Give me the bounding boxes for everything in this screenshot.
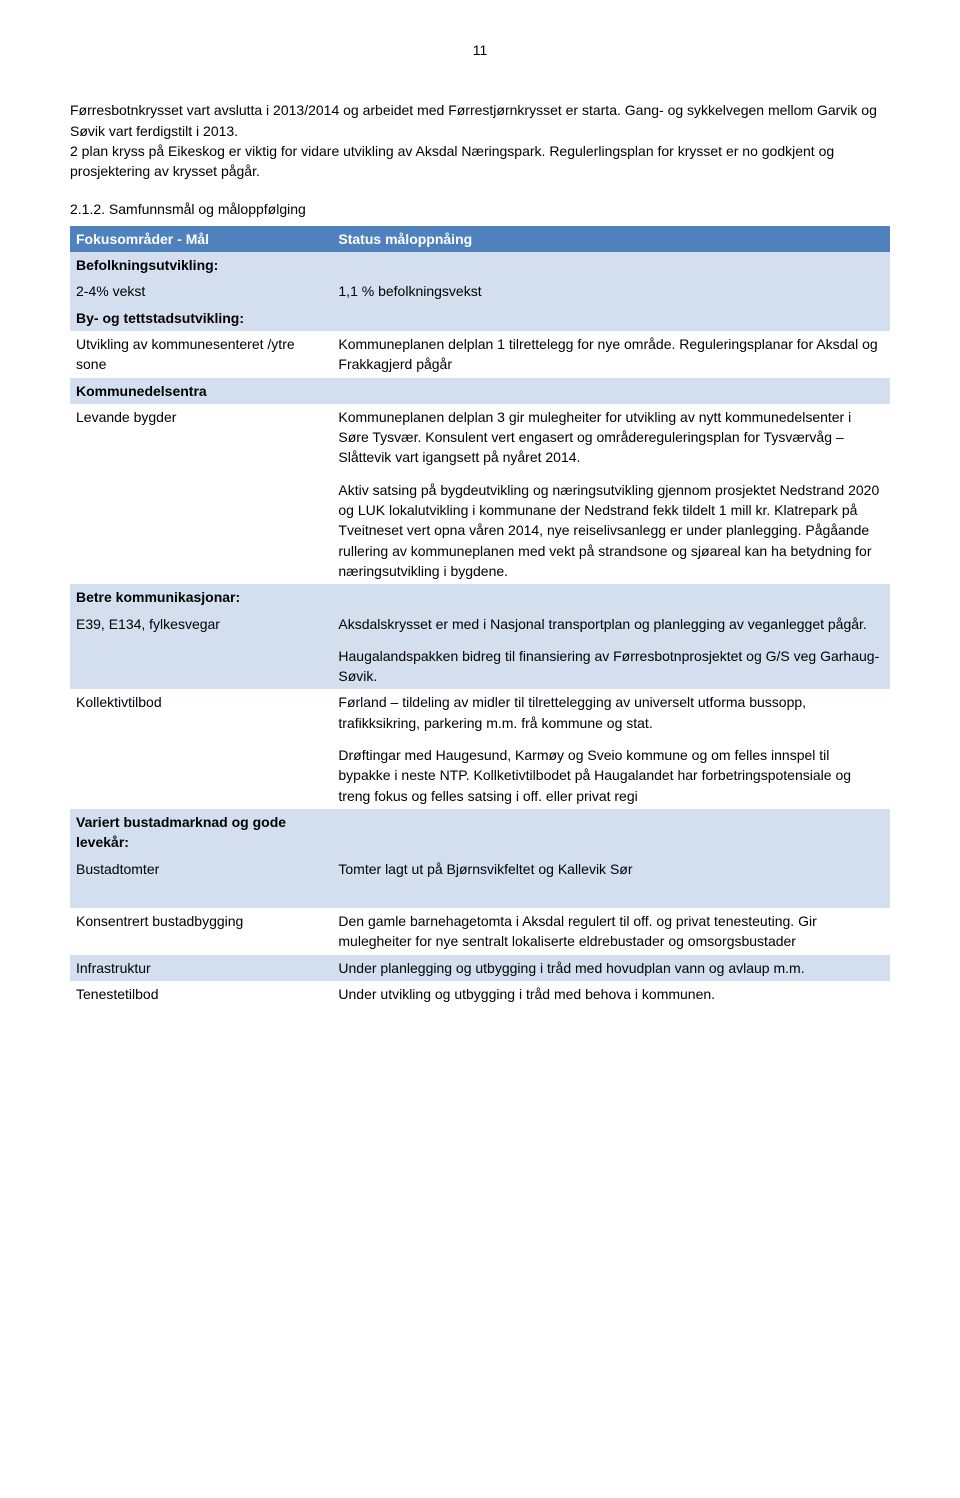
section-heading: 2.1.2. Samfunnsmål og måloppfølging: [70, 199, 890, 219]
table-cell-right: Kommuneplanen delplan 1 tilrettelegg for…: [332, 331, 890, 378]
table-cell-right: [332, 305, 890, 331]
table-cell-left: Befolkningsutvikling:: [70, 252, 332, 278]
table-cell-right: Førland – tildeling av midler til tilret…: [332, 689, 890, 808]
table-cell-right: [332, 882, 890, 908]
table-cell-right: 1,1 % befolkningsvekst: [332, 278, 890, 304]
table-cell-left: Betre kommunikasjonar:: [70, 584, 332, 610]
table-cell-right: Under planlegging og utbygging i tråd me…: [332, 955, 890, 981]
table-header-left: Fokusområder - Mål: [70, 226, 332, 252]
table-cell-left: [70, 882, 332, 908]
table-cell-left: Levande bygder: [70, 404, 332, 584]
table-cell-left: Kommunedelsentra: [70, 378, 332, 404]
table-cell-left: Kollektivtilbod: [70, 689, 332, 808]
table-cell-left: E39, E134, fylkesvegar: [70, 611, 332, 690]
table-cell-right: Aksdalskrysset er med i Nasjonal transpo…: [332, 611, 890, 690]
table-cell-left: Konsentrert bustadbygging: [70, 908, 332, 955]
table-cell-left: Bustadtomter: [70, 856, 332, 882]
table-cell-right: Tomter lagt ut på Bjørnsvikfeltet og Kal…: [332, 856, 890, 882]
table-cell-right: [332, 809, 890, 856]
table-header-right: Status måloppnåing: [332, 226, 890, 252]
table-cell-left: Tenestetilbod: [70, 981, 332, 1007]
goals-table: Fokusområder - MålStatus måloppnåingBefo…: [70, 226, 890, 1008]
table-cell-left: Variert bustadmarknad og gode levekår:: [70, 809, 332, 856]
table-cell-right: [332, 584, 890, 610]
table-cell-right: [332, 252, 890, 278]
page-number: 11: [70, 40, 890, 60]
table-cell-right: Under utvikling og utbygging i tråd med …: [332, 981, 890, 1007]
table-cell-right: [332, 378, 890, 404]
table-cell-right: Den gamle barnehagetomta i Aksdal regule…: [332, 908, 890, 955]
table-cell-left: 2-4% vekst: [70, 278, 332, 304]
table-cell-left: By- og tettstadsutvikling:: [70, 305, 332, 331]
table-cell-left: Infrastruktur: [70, 955, 332, 981]
table-cell-left: Utvikling av kommunesenteret /ytre sone: [70, 331, 332, 378]
table-cell-right: Kommuneplanen delplan 3 gir mulegheiter …: [332, 404, 890, 584]
intro-paragraph: Førresbotnkrysset vart avslutta i 2013/2…: [70, 100, 890, 181]
